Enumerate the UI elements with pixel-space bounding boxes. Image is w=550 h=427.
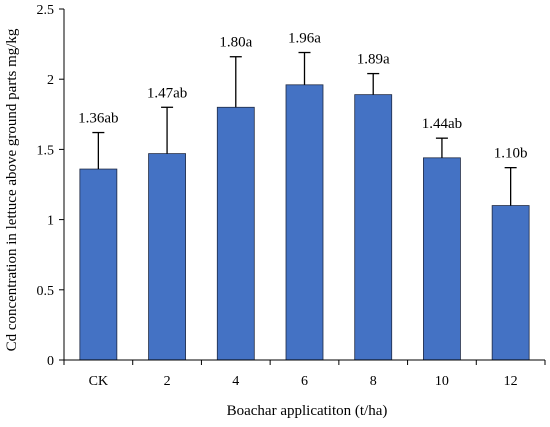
data-label: 1.36ab [78,111,118,127]
y-tick-label: 2 [47,73,54,88]
data-labels-group: 1.36ab 1.47ab 1.80a 1.96a 1.89a 1.44ab 1.10b [78,31,527,162]
bar [216,106,255,361]
bars-group [79,84,530,361]
bar [354,94,393,361]
x-tick-label: 8 [370,374,377,389]
data-label: 1.10b [494,146,528,162]
x-tick-label: CK [89,374,108,389]
data-label: 1.44ab [422,116,462,132]
y-axis-label: Cd concentration in lettuce above ground… [4,28,20,351]
data-label: 1.89a [357,52,390,68]
bar [79,168,118,361]
y-tick-label: 1 [47,214,54,229]
x-axis-label: Boachar applicatiton (t/ha) [227,403,388,419]
y-tick-label: 0.5 [37,284,55,299]
bar [423,157,461,361]
x-axis: CK 2 4 6 8 10 12 [63,359,546,389]
bar [148,153,186,361]
x-tick-label: 6 [301,374,308,389]
y-tick-label: 2.5 [37,3,55,18]
y-tick-label: 0 [47,354,54,369]
error-bars-group [92,51,517,206]
x-tick-label: 12 [504,374,518,389]
bar [285,84,324,361]
x-tick-label: 4 [232,374,239,389]
x-tick-label: 2 [164,374,171,389]
x-tick-label: 10 [435,374,449,389]
y-axis: 0 0.5 1 1.5 2 2.5 [37,3,65,369]
bar [491,205,530,361]
data-label: 1.96a [288,31,321,47]
data-label: 1.80a [219,35,252,51]
y-tick-label: 1.5 [37,143,55,158]
data-label: 1.47ab [147,85,187,101]
